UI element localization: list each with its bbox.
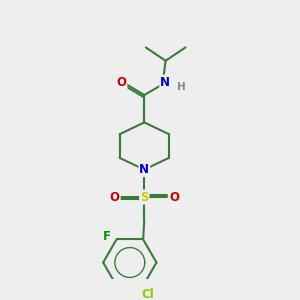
Text: S: S [140, 190, 148, 203]
Text: H: H [177, 82, 186, 92]
Text: O: O [110, 190, 120, 203]
Text: O: O [116, 76, 127, 88]
Text: F: F [103, 230, 111, 243]
Text: N: N [139, 163, 149, 176]
Text: N: N [160, 76, 170, 88]
Text: O: O [169, 190, 179, 203]
Text: Cl: Cl [141, 288, 154, 300]
